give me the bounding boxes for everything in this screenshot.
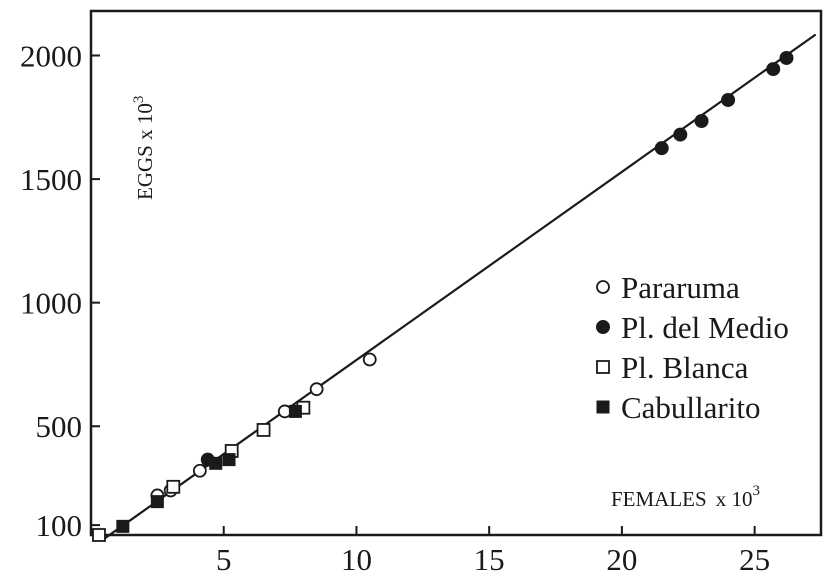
y-axis-title-text: EGGS x 10 xyxy=(133,103,157,200)
y-axis-title: EGGS x 103 xyxy=(131,96,157,200)
cabullarito-point xyxy=(222,453,236,467)
x-tick-label: 5 xyxy=(216,542,232,576)
pl-del-medio-point xyxy=(654,141,669,156)
legend-key-filled-circle xyxy=(596,320,610,334)
legend: Pararuma Pl. del Medio Pl. Blanca Cabullari… xyxy=(596,270,789,425)
pararuma-point xyxy=(192,463,207,478)
x-tick-label: 15 xyxy=(474,542,505,576)
legend-label: Pl. del Medio xyxy=(621,310,789,345)
pl-blanca-point xyxy=(256,423,271,437)
cabullarito-point xyxy=(288,404,302,418)
plot-frame xyxy=(89,9,823,537)
x-axis-title: FEMALES x 103 xyxy=(611,483,760,511)
y-tick-label: 500 xyxy=(36,409,83,444)
legend-label: Cabullarito xyxy=(621,390,760,425)
pl-del-medio-point xyxy=(694,113,709,128)
cabullarito-point xyxy=(209,456,223,470)
cabullarito-point xyxy=(116,519,130,533)
x-tick-label: 10 xyxy=(341,542,372,576)
y-axis-title-exponent: 3 xyxy=(131,96,147,104)
pararuma-point xyxy=(309,382,324,397)
x-axis-title-text: FEMALES xyxy=(611,487,707,511)
x-tick-label: 20 xyxy=(606,542,637,576)
x-tick-label: 25 xyxy=(739,542,770,576)
y-tick-label: 2000 xyxy=(20,38,82,73)
pl-del-medio-point xyxy=(766,62,781,77)
x-axis-title-exponent: 3 xyxy=(752,483,760,499)
y-tick-label: 1000 xyxy=(20,286,82,321)
legend-key-open-circle xyxy=(596,280,610,294)
legend-label: Pararuma xyxy=(621,270,740,305)
legend-key-open-square xyxy=(596,360,610,374)
pl-del-medio-point xyxy=(721,92,736,107)
pl-del-medio-point xyxy=(673,127,688,142)
cabullarito-point xyxy=(150,495,164,509)
pararuma-point xyxy=(362,352,377,367)
legend-label: Pl. Blanca xyxy=(621,350,749,385)
y-axis: 100 500 1000 1500 2000 xyxy=(20,38,100,543)
y-tick-label: 100 xyxy=(36,508,83,543)
data-points-layer xyxy=(92,50,794,542)
pl-blanca-point xyxy=(92,528,106,542)
x-axis: 5 10 15 20 25 xyxy=(216,526,770,577)
x-axis-title-suffix: x 10 xyxy=(716,487,753,511)
pl-blanca-point xyxy=(166,479,181,494)
y-tick-label: 1500 xyxy=(20,162,82,197)
pl-del-medio-point xyxy=(779,50,794,65)
legend-key-filled-square xyxy=(596,400,610,414)
